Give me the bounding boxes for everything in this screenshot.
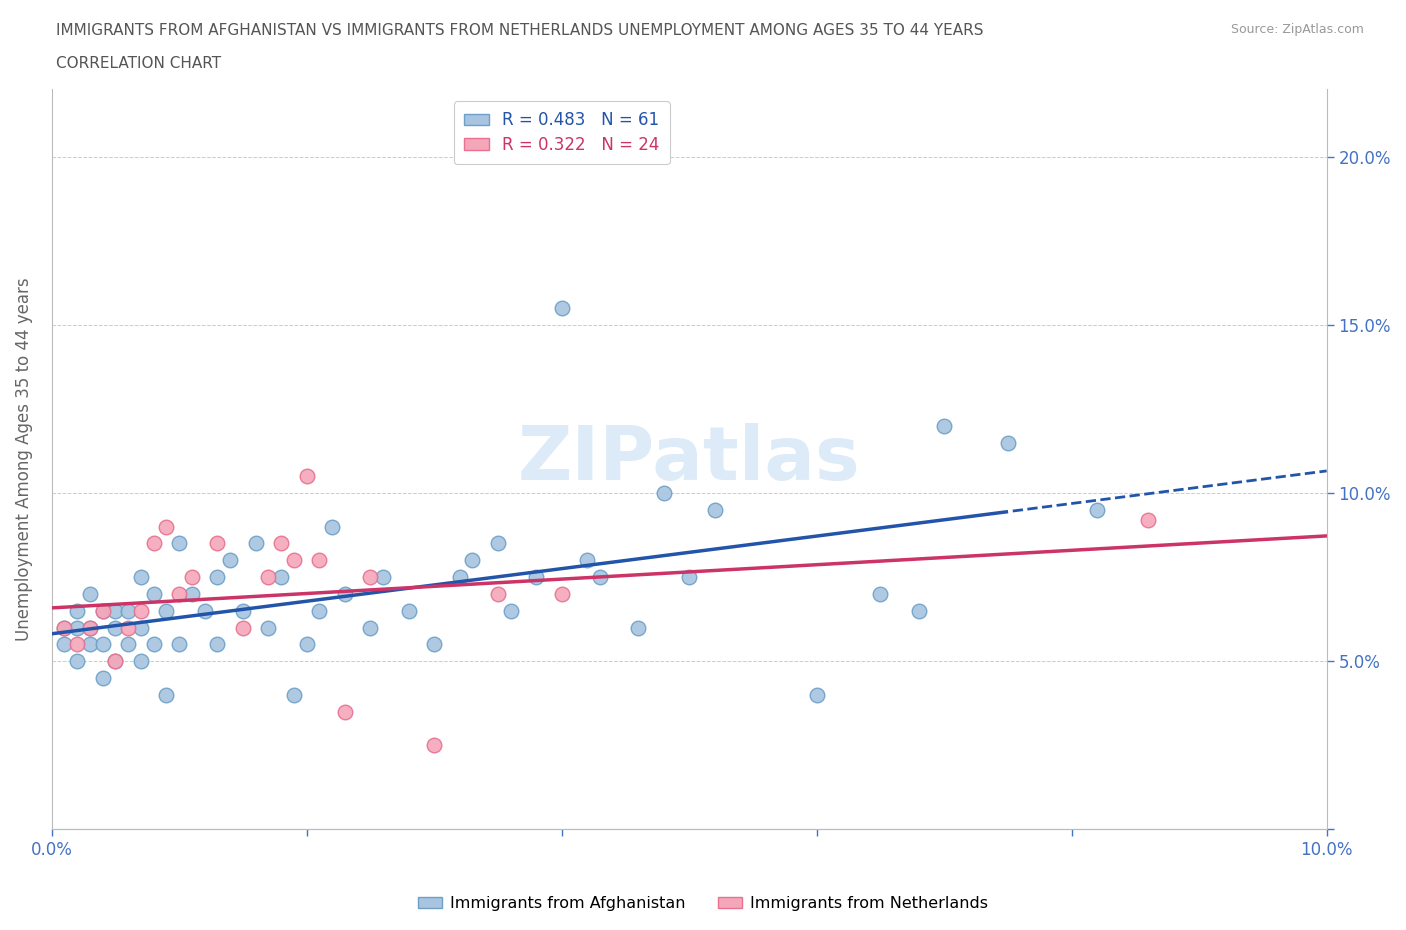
Point — [167, 637, 190, 652]
Point — [295, 469, 318, 484]
Point — [295, 637, 318, 652]
Point — [321, 519, 343, 534]
Point — [53, 620, 76, 635]
Text: CORRELATION CHART: CORRELATION CHART — [56, 56, 221, 71]
Point — [66, 620, 89, 635]
Point — [308, 552, 330, 567]
Point — [806, 687, 828, 702]
Point — [461, 552, 484, 567]
Point — [360, 620, 382, 635]
Point — [91, 671, 114, 685]
Point — [129, 570, 152, 585]
Point — [524, 570, 547, 585]
Point — [283, 687, 305, 702]
Point — [142, 587, 165, 602]
Point — [155, 519, 177, 534]
Point — [66, 654, 89, 669]
Text: ZIPatlas: ZIPatlas — [517, 423, 860, 496]
Point — [91, 637, 114, 652]
Point — [333, 704, 356, 719]
Point — [1085, 502, 1108, 517]
Y-axis label: Unemployment Among Ages 35 to 44 years: Unemployment Among Ages 35 to 44 years — [15, 277, 32, 641]
Point — [194, 604, 217, 618]
Point — [1137, 512, 1160, 527]
Point — [551, 587, 574, 602]
Point — [486, 587, 509, 602]
Point — [308, 604, 330, 618]
Point — [91, 604, 114, 618]
Point — [703, 502, 725, 517]
Text: Source: ZipAtlas.com: Source: ZipAtlas.com — [1230, 23, 1364, 36]
Point — [117, 620, 139, 635]
Legend: Immigrants from Afghanistan, Immigrants from Netherlands: Immigrants from Afghanistan, Immigrants … — [412, 890, 994, 917]
Point — [678, 570, 700, 585]
Point — [589, 570, 612, 585]
Point — [373, 570, 395, 585]
Point — [142, 536, 165, 551]
Legend: R = 0.483   N = 61, R = 0.322   N = 24: R = 0.483 N = 61, R = 0.322 N = 24 — [454, 101, 669, 164]
Text: IMMIGRANTS FROM AFGHANISTAN VS IMMIGRANTS FROM NETHERLANDS UNEMPLOYMENT AMONG AG: IMMIGRANTS FROM AFGHANISTAN VS IMMIGRANT… — [56, 23, 984, 38]
Point — [129, 604, 152, 618]
Point — [232, 604, 254, 618]
Point — [104, 620, 127, 635]
Point — [219, 552, 242, 567]
Point — [155, 604, 177, 618]
Point — [257, 570, 280, 585]
Point — [167, 587, 190, 602]
Point — [66, 604, 89, 618]
Point — [79, 620, 101, 635]
Point — [499, 604, 522, 618]
Point — [652, 485, 675, 500]
Point — [423, 637, 446, 652]
Point — [245, 536, 267, 551]
Point — [207, 536, 229, 551]
Point — [129, 620, 152, 635]
Point — [53, 637, 76, 652]
Point — [155, 687, 177, 702]
Point — [997, 435, 1019, 450]
Point — [270, 536, 292, 551]
Point — [449, 570, 471, 585]
Point — [627, 620, 650, 635]
Point — [257, 620, 280, 635]
Point — [907, 604, 929, 618]
Point — [207, 570, 229, 585]
Point — [283, 552, 305, 567]
Point — [91, 604, 114, 618]
Point — [79, 587, 101, 602]
Point — [423, 737, 446, 752]
Point — [207, 637, 229, 652]
Point — [104, 654, 127, 669]
Point — [576, 552, 599, 567]
Point — [181, 570, 204, 585]
Point — [104, 654, 127, 669]
Point — [117, 637, 139, 652]
Point — [934, 418, 956, 433]
Point — [360, 570, 382, 585]
Point — [53, 620, 76, 635]
Point — [869, 587, 891, 602]
Point — [398, 604, 420, 618]
Point — [129, 654, 152, 669]
Point — [79, 620, 101, 635]
Point — [117, 604, 139, 618]
Point — [79, 637, 101, 652]
Point — [66, 637, 89, 652]
Point — [232, 620, 254, 635]
Point — [270, 570, 292, 585]
Point — [486, 536, 509, 551]
Point — [104, 604, 127, 618]
Point — [181, 587, 204, 602]
Point — [551, 300, 574, 315]
Point — [142, 637, 165, 652]
Point — [167, 536, 190, 551]
Point — [333, 587, 356, 602]
